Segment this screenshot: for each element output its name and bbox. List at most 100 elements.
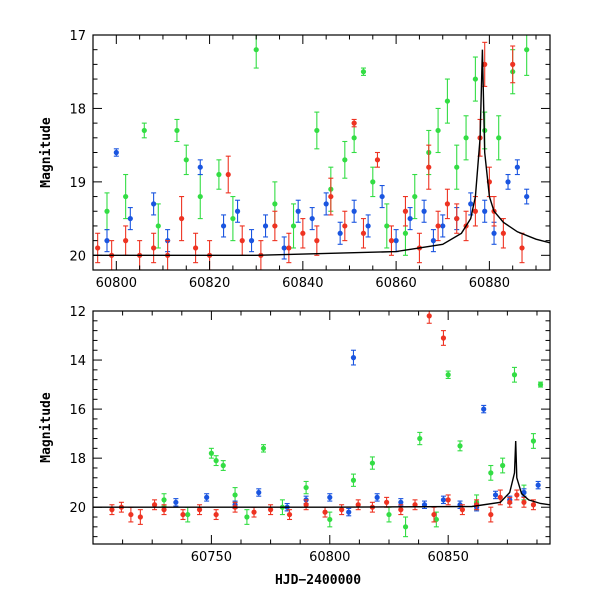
data-point bbox=[213, 511, 219, 518]
data-point bbox=[113, 149, 119, 156]
data-point bbox=[155, 223, 161, 229]
data-point bbox=[524, 47, 530, 53]
y-tick-label: 19 bbox=[69, 176, 86, 191]
data-point bbox=[472, 76, 478, 82]
data-point bbox=[339, 507, 345, 513]
data-point bbox=[535, 482, 541, 488]
data-point bbox=[161, 497, 167, 503]
data-point bbox=[510, 61, 516, 67]
data-point bbox=[232, 492, 238, 498]
data-point bbox=[365, 223, 371, 229]
data-point bbox=[262, 223, 269, 229]
data-point bbox=[173, 499, 179, 505]
data-point bbox=[393, 238, 399, 244]
data-point bbox=[496, 135, 502, 141]
data-point bbox=[505, 179, 511, 185]
data-point bbox=[314, 127, 320, 134]
data-point bbox=[457, 443, 463, 449]
y-tick-label: 20 bbox=[69, 249, 86, 264]
data-point bbox=[244, 514, 250, 520]
data-point bbox=[109, 507, 115, 513]
data-point bbox=[402, 524, 409, 530]
x-tick-label: 60800 bbox=[309, 550, 350, 565]
data-point bbox=[239, 238, 245, 244]
data-point bbox=[433, 516, 439, 523]
data-point bbox=[472, 208, 478, 214]
y-tick-label: 18 bbox=[69, 102, 86, 117]
data-point bbox=[179, 215, 185, 222]
data-point bbox=[507, 499, 513, 505]
data-point bbox=[444, 98, 451, 104]
data-point bbox=[180, 511, 186, 518]
data-point bbox=[350, 355, 357, 361]
data-point bbox=[530, 502, 537, 508]
data-point bbox=[360, 69, 367, 75]
data-point bbox=[519, 245, 525, 251]
data-point bbox=[524, 193, 530, 200]
data-point bbox=[216, 171, 222, 178]
x-tick-label: 60840 bbox=[282, 276, 323, 291]
data-point bbox=[514, 164, 520, 170]
data-point bbox=[440, 223, 446, 229]
data-point bbox=[123, 238, 129, 244]
data-point bbox=[431, 511, 437, 518]
data-point bbox=[185, 511, 191, 518]
data-point bbox=[537, 381, 544, 388]
data-point bbox=[445, 497, 451, 503]
data-point bbox=[327, 516, 333, 523]
data-point bbox=[355, 502, 361, 508]
data-point bbox=[322, 509, 328, 515]
data-point bbox=[309, 215, 315, 222]
data-point bbox=[351, 135, 357, 141]
data-point bbox=[444, 201, 451, 207]
data-point bbox=[220, 223, 227, 229]
data-point bbox=[374, 494, 380, 500]
x-tick-label: 60850 bbox=[428, 550, 469, 565]
data-point bbox=[204, 494, 210, 500]
data-point bbox=[488, 470, 494, 476]
data-point bbox=[459, 507, 465, 513]
data-point bbox=[303, 502, 309, 508]
data-point bbox=[95, 245, 101, 251]
data-point bbox=[346, 509, 352, 515]
bottom-panel: 60750 60800 60850 12 14 16 18 20 Magnitude bbox=[39, 305, 551, 565]
data-point bbox=[342, 157, 348, 163]
series-1 bbox=[173, 349, 541, 517]
data-point bbox=[370, 179, 376, 185]
data-point bbox=[127, 215, 133, 222]
data-point bbox=[402, 230, 409, 236]
data-point bbox=[435, 223, 441, 229]
data-point bbox=[454, 164, 460, 170]
data-point bbox=[272, 201, 278, 207]
data-point bbox=[314, 238, 320, 244]
data-point bbox=[251, 509, 257, 515]
data-point bbox=[151, 245, 157, 251]
data-point bbox=[323, 201, 329, 207]
y-tick-label: 20 bbox=[69, 501, 86, 516]
data-point bbox=[123, 193, 129, 200]
data-point bbox=[290, 223, 297, 229]
data-point bbox=[398, 507, 404, 513]
data-point bbox=[220, 462, 226, 469]
data-point bbox=[104, 208, 110, 214]
data-point bbox=[488, 511, 494, 518]
model-curve bbox=[93, 440, 550, 508]
data-point bbox=[402, 208, 409, 214]
data-point bbox=[286, 511, 293, 518]
data-point bbox=[267, 507, 274, 513]
data-point bbox=[303, 484, 309, 491]
data-point bbox=[337, 230, 343, 236]
data-point bbox=[482, 208, 488, 214]
data-point bbox=[530, 438, 537, 444]
data-point bbox=[248, 238, 255, 244]
data-point bbox=[192, 245, 199, 251]
x-tick-label: 60800 bbox=[96, 276, 137, 291]
data-point bbox=[208, 450, 214, 456]
x-tick-label: 60750 bbox=[191, 550, 232, 565]
data-point bbox=[197, 164, 203, 170]
y-tick-label: 17 bbox=[69, 29, 86, 44]
series-2 bbox=[95, 41, 525, 270]
data-point bbox=[468, 201, 474, 207]
data-point bbox=[417, 435, 423, 442]
data-point bbox=[351, 208, 357, 214]
